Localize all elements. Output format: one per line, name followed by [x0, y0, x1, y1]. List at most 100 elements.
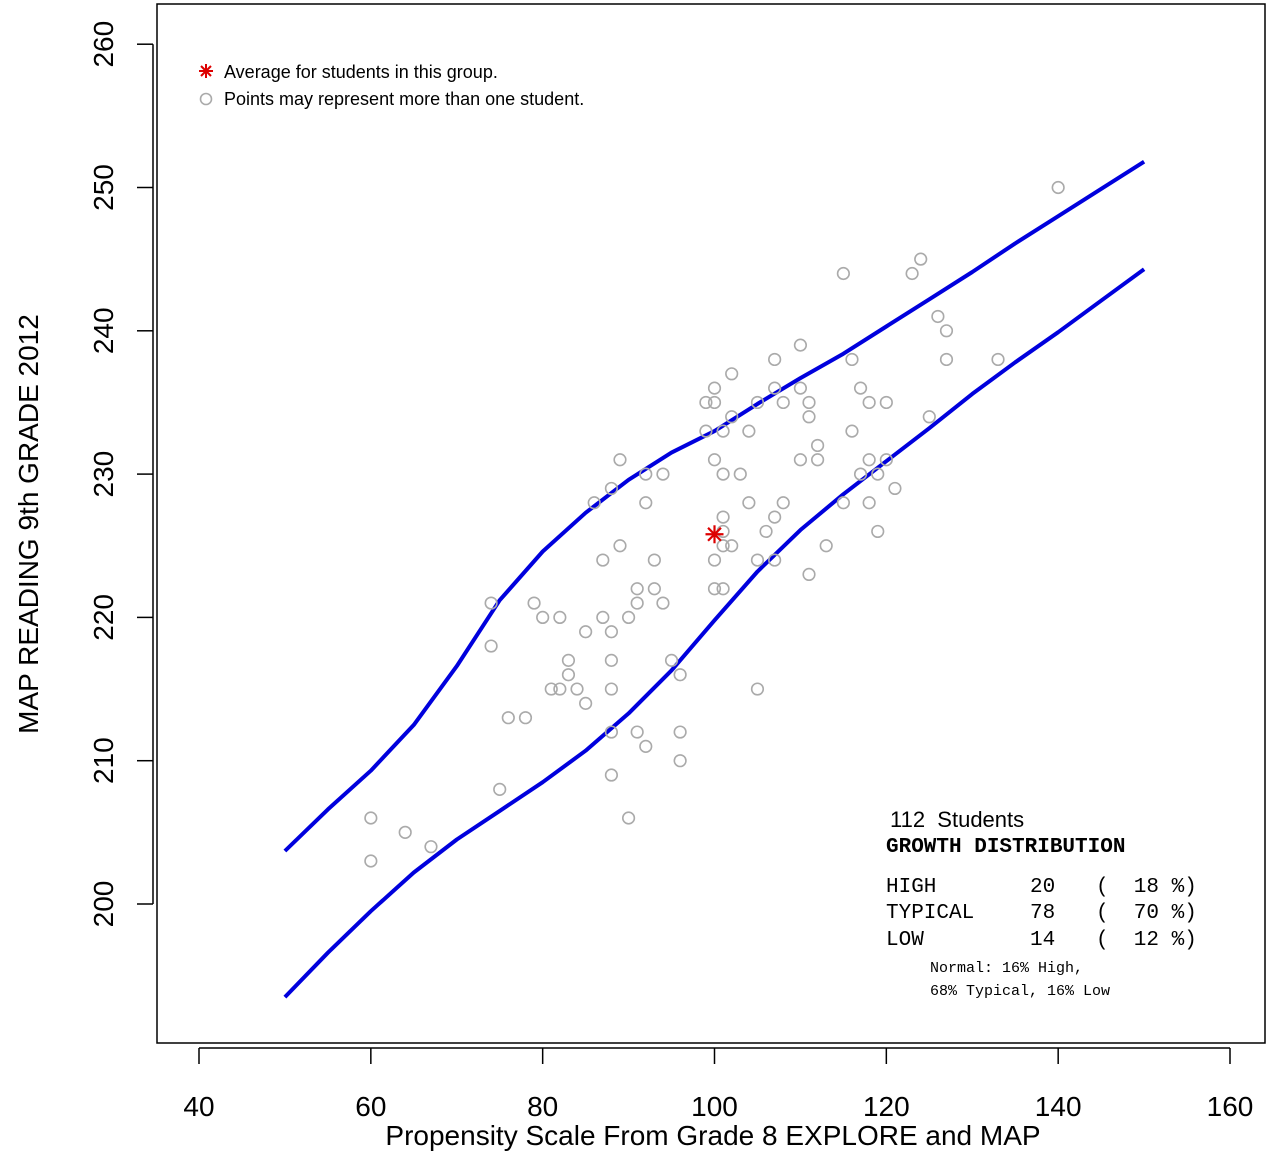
student-point [699, 395, 713, 410]
student-point [716, 424, 730, 438]
student-point [776, 395, 790, 410]
student-point [862, 395, 876, 410]
summary-heading: GROWTH DISTRIBUTION [886, 836, 1125, 859]
legend-circle-icon [199, 92, 213, 106]
student-point [604, 653, 619, 667]
student-point [716, 510, 730, 524]
row-low-count: 14 [1030, 929, 1055, 952]
student-point [716, 467, 730, 481]
student-point [604, 625, 619, 639]
student-point [1051, 180, 1065, 195]
x-tick-label: 60 [355, 1091, 386, 1122]
student-point [493, 782, 507, 796]
y-axis-title: MAP READING 9th GRADE 2012 [13, 314, 44, 734]
x-tick-label: 100 [691, 1091, 738, 1122]
student-point [553, 682, 567, 696]
y-tick-label: 210 [88, 737, 119, 784]
student-point [922, 410, 936, 424]
lower-band-line [283, 267, 1146, 999]
student-point [742, 424, 756, 438]
normal-note-line2: 68% Typical, 16% Low [930, 983, 1110, 1000]
legend-average-label: Average for students in this group. [224, 62, 498, 82]
student-point [613, 453, 627, 467]
student-point [553, 610, 567, 625]
student-point [768, 381, 782, 395]
row-high-label: HIGH [886, 876, 936, 899]
student-point [398, 825, 412, 839]
student-point [845, 424, 859, 438]
group-average [705, 525, 724, 544]
student-point [768, 553, 782, 567]
student-point [596, 610, 610, 625]
x-tick-label: 80 [527, 1091, 558, 1122]
student-point [750, 682, 765, 696]
student-point [742, 496, 756, 510]
student-point [879, 395, 893, 410]
student-point [819, 539, 833, 553]
student-point [879, 453, 893, 467]
student-point [484, 596, 498, 610]
row-typical-label: TYPICAL [886, 902, 974, 925]
x-tick-label: 160 [1207, 1091, 1254, 1122]
student-point [518, 711, 533, 725]
y-tick-label: 250 [88, 164, 119, 211]
student-point [656, 467, 670, 481]
legend: Average for students in this group. Poin… [199, 62, 584, 109]
student-point [621, 811, 636, 825]
legend-asterisk-icon [199, 64, 213, 78]
student-point [853, 467, 868, 481]
y-tick-label: 200 [88, 881, 119, 928]
growth-band-lines [283, 160, 1146, 999]
legend-points-label: Points may represent more than one stude… [224, 89, 584, 109]
student-point [604, 768, 619, 782]
student-point [364, 811, 378, 825]
student-point [914, 252, 928, 266]
student-point [484, 639, 498, 653]
student-point [716, 582, 730, 596]
student-point [733, 467, 747, 481]
y-tick-label: 230 [88, 451, 119, 498]
student-point [621, 610, 636, 625]
normal-note-line1: Normal: 16% High, [930, 960, 1083, 977]
student-point [768, 352, 782, 367]
student-point [664, 653, 679, 667]
student-point [725, 539, 739, 553]
x-tick-label: 140 [1035, 1091, 1082, 1122]
row-typical-count: 78 [1030, 902, 1055, 925]
student-point [673, 668, 687, 682]
student-point [673, 754, 687, 768]
student-point [579, 625, 593, 639]
student-point [630, 582, 644, 596]
student-point [647, 553, 661, 567]
y-tick-label: 240 [88, 307, 119, 354]
student-point [871, 467, 885, 481]
student-point [802, 567, 816, 582]
student-point [931, 309, 945, 324]
y-axis: 200 210 220 230 240 250 260 [88, 21, 154, 928]
student-point [364, 854, 378, 868]
student-point [647, 582, 661, 596]
student-point [673, 725, 687, 739]
upper-band-line [283, 160, 1146, 853]
x-tick-label: 40 [183, 1091, 214, 1122]
student-point [725, 410, 739, 424]
student-point [802, 410, 816, 424]
student-point [905, 266, 919, 281]
student-point [639, 496, 653, 510]
student-point [561, 653, 576, 667]
student-point [613, 539, 627, 553]
student-point [604, 725, 619, 739]
student-point [501, 711, 515, 725]
student-point [707, 381, 722, 395]
row-low-pct: ( 12 %) [1096, 929, 1197, 952]
student-point [604, 682, 619, 696]
student-point [630, 596, 644, 610]
student-point [991, 352, 1005, 367]
student-point [630, 725, 644, 739]
student-point [759, 524, 773, 539]
student-point [793, 453, 808, 467]
average-asterisk [705, 525, 724, 544]
student-point [716, 539, 730, 553]
student-point [707, 582, 722, 596]
